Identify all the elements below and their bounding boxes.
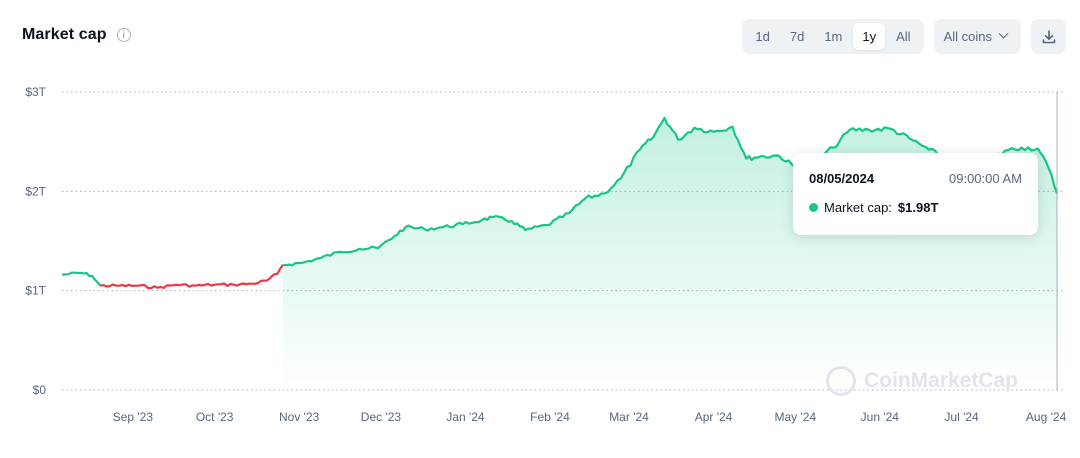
- tooltip-value: $1.98T: [897, 200, 939, 215]
- chart-title: Market cap: [22, 26, 107, 43]
- x-tick-label: Jun '24: [861, 410, 900, 424]
- y-tick-label: $0: [33, 383, 47, 397]
- range-all-button[interactable]: All: [887, 23, 919, 50]
- x-tick-label: May '24: [774, 410, 816, 424]
- info-icon[interactable]: i: [116, 28, 131, 42]
- x-tick-label: Dec '23: [361, 410, 402, 424]
- range-7d-button[interactable]: 7d: [781, 23, 813, 50]
- coinmarketcap-logo-icon: [826, 366, 856, 396]
- download-button[interactable]: [1031, 19, 1066, 54]
- coin-filter-dropdown[interactable]: All coins: [933, 19, 1021, 54]
- tooltip-time: 09:00:00 AM: [949, 171, 1022, 186]
- x-tick-label: Jan '24: [446, 410, 485, 424]
- tooltip-date: 08/05/2024: [809, 171, 875, 186]
- y-tick-label: $1T: [25, 284, 46, 298]
- watermark-text: CoinMarketCap: [864, 369, 1019, 392]
- line-segment-up: [61, 271, 102, 287]
- range-1y-button[interactable]: 1y: [853, 23, 886, 50]
- x-tick-label: Sep '23: [113, 410, 154, 424]
- x-tick-label: Apr '24: [695, 410, 733, 424]
- y-tick-label: $2T: [25, 184, 46, 198]
- range-1d-button[interactable]: 1d: [746, 23, 778, 50]
- x-tick-label: Mar '24: [609, 410, 649, 424]
- chart-tooltip: 08/05/2024 09:00:00 AM Market cap: $1.98…: [793, 153, 1038, 235]
- x-tick-label: Nov '23: [279, 410, 320, 424]
- x-tick-label: Feb '24: [530, 410, 570, 424]
- download-icon: [1042, 29, 1055, 43]
- coin-filter-label: All coins: [943, 29, 992, 44]
- line-segment-down: [99, 264, 284, 290]
- series-dot-icon: [809, 203, 818, 212]
- y-tick-label: $3T: [25, 85, 46, 99]
- chart-header: Market cap i: [22, 26, 131, 44]
- tooltip-series-label: Market cap:: [824, 200, 892, 215]
- range-1m-button[interactable]: 1m: [815, 23, 851, 50]
- x-tick-label: Aug '24: [1026, 410, 1067, 424]
- line-segment-up: [282, 116, 1059, 267]
- watermark: CoinMarketCap: [826, 366, 1018, 396]
- time-range-selector: 1d 7d 1m 1y All: [742, 19, 924, 54]
- x-tick-label: Oct '23: [196, 410, 234, 424]
- x-tick-label: Jul '24: [944, 410, 979, 424]
- chart-controls: 1d 7d 1m 1y All All coins: [742, 19, 1066, 54]
